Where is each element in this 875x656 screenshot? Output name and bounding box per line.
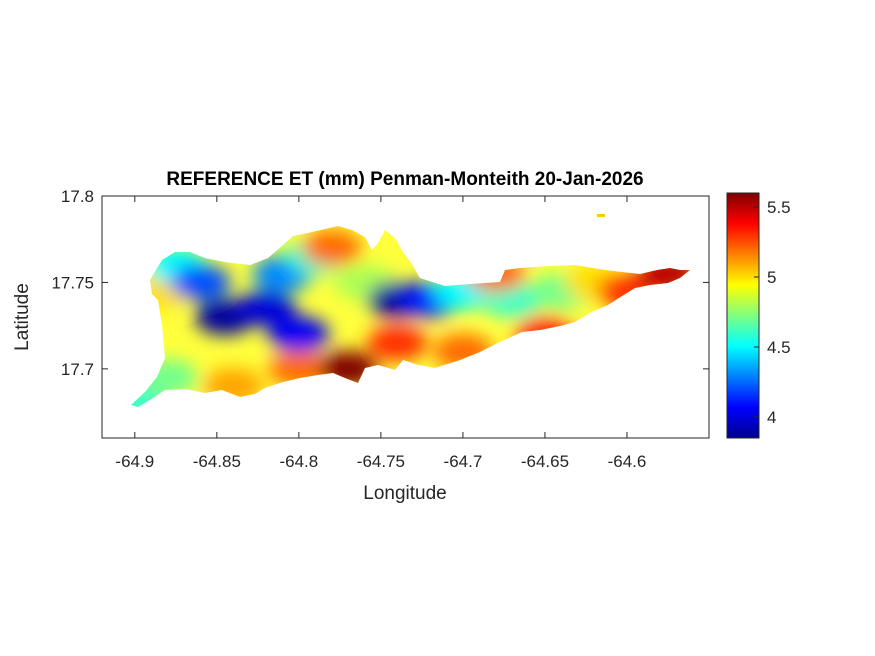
field-sample	[301, 229, 362, 266]
x-axis-label: Longitude	[363, 483, 446, 504]
x-axis: -64.9 -64.85 -64.8 -64.75 -64.7 -64.65 -64.6	[115, 196, 646, 471]
colorbar-tick-label: 5	[767, 268, 776, 287]
x-tick-label: -64.8	[279, 452, 318, 471]
y-tick-label: 17.8	[61, 187, 94, 206]
colorbar-ticks: 4 4.5 5 5.5	[754, 198, 791, 427]
field-sample	[131, 385, 165, 407]
x-tick-label: -64.65	[521, 452, 569, 471]
x-tick-label: -64.6	[608, 452, 647, 471]
islet	[597, 214, 605, 217]
y-axis: 17.7 17.75 17.8	[51, 187, 709, 379]
chart-title: REFERENCE ET (mm) Penman-Monteith 20-Jan…	[166, 169, 643, 190]
y-axis-label: Latitude	[12, 283, 33, 351]
y-tick-label: 17.75	[51, 273, 94, 292]
field-sample	[236, 290, 297, 327]
field-sample	[367, 324, 428, 361]
colorbar-tick-label: 4.5	[767, 338, 791, 357]
colorbar-tick-label: 4	[767, 408, 776, 427]
x-tick-label: -64.75	[357, 452, 405, 471]
colorbar	[726, 192, 760, 439]
x-tick-label: -64.7	[444, 452, 483, 471]
field-sample	[170, 264, 231, 301]
x-tick-label: -64.9	[115, 452, 154, 471]
field-sample	[268, 316, 329, 353]
colorbar-tick-label: 5.5	[767, 198, 791, 217]
y-tick-label: 17.7	[61, 360, 94, 379]
x-tick-label: -64.85	[193, 452, 241, 471]
